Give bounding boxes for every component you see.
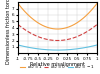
Y-axis label: Dimensionless friction torque: Dimensionless friction torque (6, 0, 10, 64)
Legend: $d_{12}=1$, $d_{12}=0$, $d_{12}=-1$: $d_{12}=1$, $d_{12}=0$, $d_{12}=-1$ (19, 62, 96, 73)
X-axis label: Relative misalignment: Relative misalignment (30, 62, 85, 67)
